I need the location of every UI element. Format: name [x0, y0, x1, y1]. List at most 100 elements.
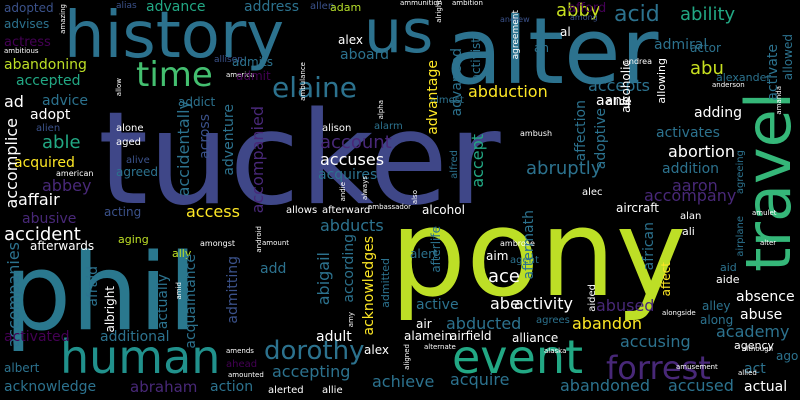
word: add	[260, 261, 287, 277]
word: action	[210, 379, 254, 395]
word: access	[186, 202, 240, 221]
word: dorothy	[264, 336, 365, 366]
word: abandoning	[4, 57, 87, 73]
word: acknowledges	[361, 236, 377, 336]
word: forrest	[606, 349, 711, 387]
word: among	[570, 13, 598, 22]
word: amanda	[775, 86, 783, 115]
word: agreeing	[735, 150, 746, 195]
word: accident	[4, 224, 81, 245]
word: adopted	[4, 1, 54, 15]
word: ally	[172, 247, 192, 260]
word: ah	[534, 41, 549, 55]
word: adding	[694, 105, 743, 121]
word: also	[411, 190, 419, 205]
word: allowing	[655, 58, 668, 104]
word: admitted	[379, 258, 392, 308]
word: abby	[556, 0, 601, 21]
word: ambassador	[368, 203, 412, 211]
word: aged	[116, 137, 141, 148]
word: alone	[116, 123, 144, 134]
word: alert	[410, 247, 438, 261]
word: addition	[662, 161, 720, 177]
word: afterward	[322, 205, 371, 216]
word: active	[416, 297, 459, 313]
word: able	[42, 132, 81, 153]
word: advanced	[449, 48, 465, 117]
word: aide	[716, 273, 740, 286]
word: ago	[776, 349, 799, 363]
word: albright	[103, 286, 117, 333]
word: alright	[435, 0, 443, 23]
word: allow	[115, 78, 123, 97]
word: aim	[486, 249, 509, 263]
word: affection	[573, 100, 589, 162]
word: us	[364, 0, 434, 67]
word: african	[641, 222, 657, 271]
word: afterwards	[30, 239, 95, 253]
word: acquire	[450, 370, 510, 389]
word: allows	[286, 205, 318, 216]
word: account	[320, 132, 392, 153]
word: alias	[116, 1, 137, 11]
word: actually	[155, 274, 171, 330]
word: ad	[4, 92, 24, 111]
word: amends	[226, 347, 254, 355]
word: accepted	[16, 73, 81, 89]
word: agreed	[116, 165, 159, 179]
word: agreement	[511, 10, 521, 60]
word: abigail	[314, 252, 333, 306]
word: accuses	[320, 150, 385, 169]
word: ability	[680, 4, 736, 25]
word: alex	[338, 33, 363, 47]
word: acquired	[14, 155, 75, 171]
word: alive	[126, 155, 150, 166]
word: abraham	[130, 378, 198, 396]
word: accusing	[620, 332, 691, 351]
word: alerted	[268, 385, 304, 396]
word: abruptly	[526, 158, 602, 179]
word: actress	[4, 35, 51, 50]
word: aftermath	[521, 210, 537, 280]
word: abused	[596, 296, 655, 315]
word: amusement	[676, 363, 718, 371]
word: acting	[104, 205, 142, 219]
word: alison	[322, 123, 352, 134]
word: ammunition	[400, 0, 443, 7]
word: andie	[339, 182, 347, 202]
word: ambrose	[500, 239, 535, 248]
word: alpha	[377, 100, 385, 120]
word: aging	[118, 233, 149, 246]
word: acquaintance	[183, 254, 199, 349]
word: addict	[178, 95, 216, 109]
word: alfred	[449, 150, 460, 179]
word: abandoned	[560, 376, 650, 395]
word: advises	[4, 17, 50, 31]
word: admiral	[654, 37, 708, 53]
word: alter	[446, 0, 659, 105]
word: accepting	[272, 362, 351, 381]
word: alexander	[716, 71, 771, 84]
word: always	[361, 176, 369, 201]
word: across	[197, 114, 213, 159]
word: actual	[744, 379, 788, 395]
word: america	[226, 71, 255, 79]
word: actor	[690, 41, 721, 55]
word: agrees	[536, 315, 570, 326]
word: allowed	[781, 34, 795, 81]
word: alter	[760, 239, 777, 247]
word: alice	[606, 95, 632, 108]
word: along	[700, 313, 734, 327]
word: address	[244, 0, 300, 15]
word: allie	[322, 385, 343, 396]
word: android	[255, 226, 263, 253]
word: alongside	[662, 309, 696, 317]
word: acid	[614, 2, 660, 27]
word: aaron	[672, 176, 718, 195]
word: accomplice	[2, 118, 21, 209]
word: alliance	[512, 331, 559, 345]
word: accepts	[588, 76, 651, 95]
word: amongst	[200, 239, 236, 248]
word: andrea	[624, 57, 652, 66]
word: acquires	[318, 167, 378, 183]
